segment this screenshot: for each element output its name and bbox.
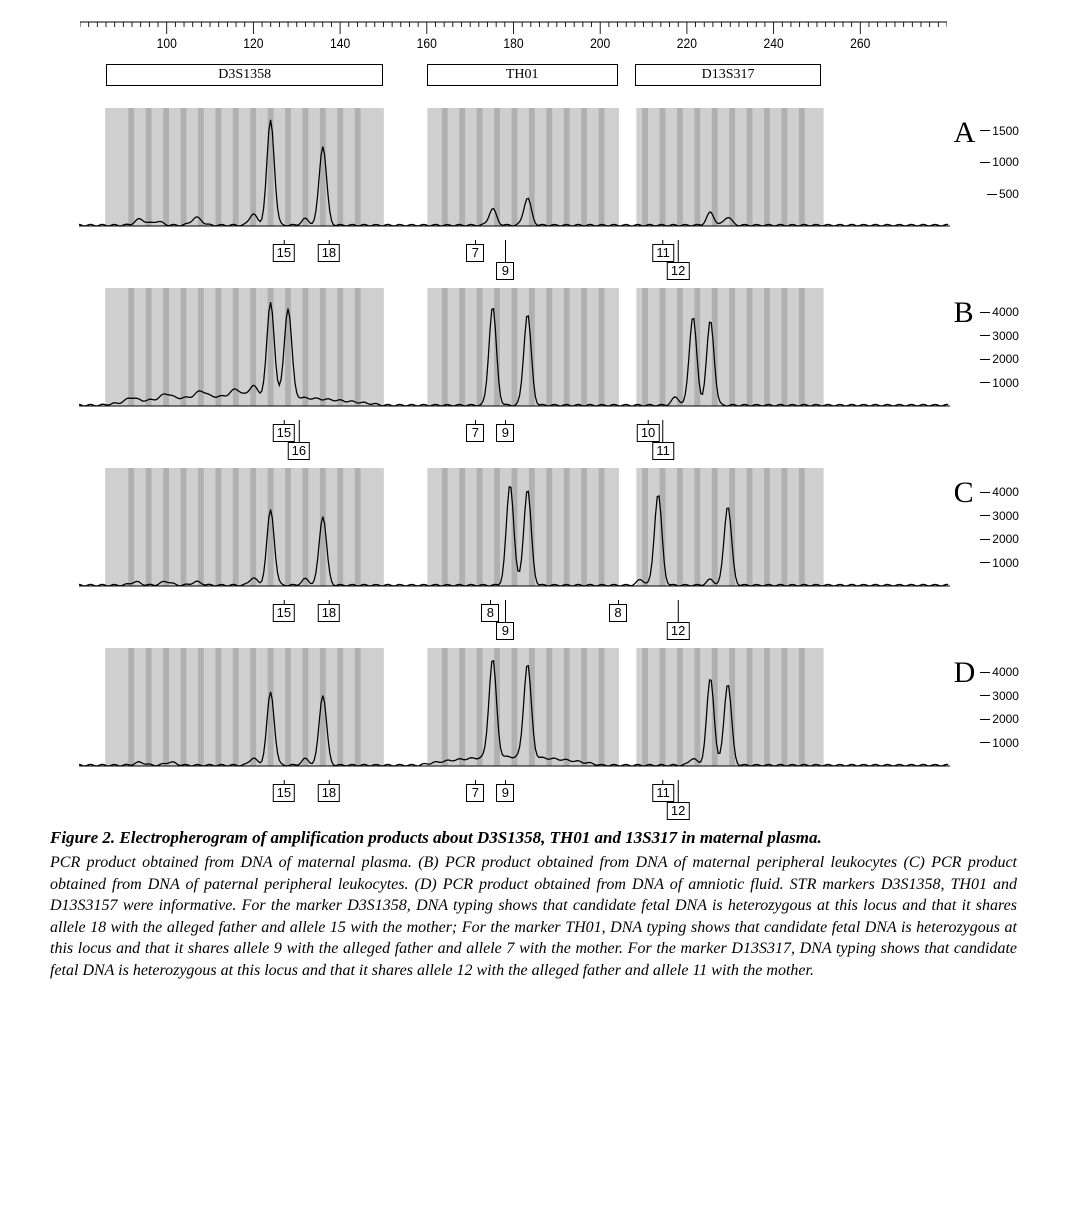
x-axis-ruler: 100 120 140 160 180 200 220 240 260	[80, 20, 947, 60]
electropherogram-panel: 151889812C4000300020001000	[40, 468, 1027, 598]
allele-label: 11	[652, 420, 674, 460]
allele-label: 15	[273, 600, 295, 622]
y-tick-label: 500	[999, 187, 1019, 201]
y-tick-label: 2000	[992, 352, 1019, 366]
panel-plot	[79, 468, 950, 598]
allele-value: 8	[609, 604, 627, 622]
svg-text:100: 100	[157, 35, 177, 51]
panel-plot	[79, 288, 950, 418]
locus-label: D13S317	[635, 64, 821, 86]
caption-title: Figure 2. Electropherogram of amplificat…	[50, 828, 1017, 848]
allele-value: 7	[466, 244, 484, 262]
y-tick-label: 3000	[992, 689, 1019, 703]
locus-label: D3S1358	[106, 64, 383, 86]
allele-labels: 1516791011	[119, 420, 870, 470]
figure-caption: Figure 2. Electropherogram of amplificat…	[40, 828, 1027, 982]
panel-right-gutter: B4000300020001000	[950, 288, 1027, 418]
allele-value: 12	[667, 622, 689, 640]
svg-text:120: 120	[243, 35, 263, 51]
allele-value: 15	[273, 604, 295, 622]
allele-label: 9	[496, 420, 514, 442]
electropherogram-panel: 1516791011B4000300020001000	[40, 288, 1027, 418]
allele-label: 8	[609, 600, 627, 622]
allele-label: 7	[466, 420, 484, 442]
allele-label: 16	[288, 420, 310, 460]
electropherogram-panel: 1518791112A15001000500	[40, 108, 1027, 238]
svg-text:200: 200	[590, 35, 610, 51]
y-axis-ticks: 4000 3000 2000 1000	[959, 648, 1019, 778]
y-tick-label: 4000	[992, 665, 1019, 679]
allele-label: 7	[466, 240, 484, 262]
y-tick-label: 1000	[992, 155, 1019, 169]
svg-text:160: 160	[417, 35, 437, 51]
allele-value: 15	[273, 784, 295, 802]
svg-text:220: 220	[677, 35, 697, 51]
allele-value: 9	[496, 784, 514, 802]
y-axis-ticks: 1500 1000 500	[959, 108, 1019, 238]
allele-labels: 151889812	[119, 600, 870, 650]
allele-value: 16	[288, 442, 310, 460]
y-axis-ticks: 4000 3000 2000 1000	[959, 288, 1019, 418]
allele-label: 9	[496, 240, 514, 280]
allele-value: 7	[466, 784, 484, 802]
figure-wrap: 100120140160180200220240260 D3S1358TH01D…	[40, 20, 1027, 982]
allele-value: 12	[667, 262, 689, 280]
allele-value: 9	[496, 622, 514, 640]
allele-value: 18	[318, 244, 340, 262]
y-tick-label: 2000	[992, 532, 1019, 546]
allele-label: 15	[273, 240, 295, 262]
y-tick-label: 3000	[992, 509, 1019, 523]
panel-right-gutter: D4000300020001000	[950, 648, 1027, 778]
y-axis-ticks: 4000 3000 2000 1000	[959, 468, 1019, 598]
allele-value: 9	[496, 424, 514, 442]
locus-label-row: D3S1358 TH01 D13S317	[80, 64, 947, 90]
allele-label: 12	[667, 780, 689, 820]
allele-label: 18	[318, 780, 340, 802]
allele-label: 9	[496, 600, 514, 640]
y-tick-label: 4000	[992, 305, 1019, 319]
caption-body: PCR product obtained from DNA of materna…	[50, 852, 1017, 982]
panel-right-gutter: A15001000500	[950, 108, 1027, 238]
allele-label: 18	[318, 240, 340, 262]
y-tick-label: 1000	[992, 376, 1019, 390]
allele-label: 7	[466, 780, 484, 802]
allele-value: 9	[496, 262, 514, 280]
svg-text:260: 260	[850, 35, 870, 51]
allele-value: 18	[318, 784, 340, 802]
svg-text:140: 140	[330, 35, 350, 51]
y-tick-label: 4000	[992, 485, 1019, 499]
allele-labels: 1518791112	[119, 240, 870, 290]
panel-plot	[79, 108, 950, 238]
allele-value: 12	[667, 802, 689, 820]
allele-value: 11	[652, 442, 674, 460]
locus-label: TH01	[427, 64, 618, 86]
allele-label: 12	[667, 600, 689, 640]
panel-right-gutter: C4000300020001000	[950, 468, 1027, 598]
y-tick-label: 1000	[992, 556, 1019, 570]
y-tick-label: 1500	[992, 124, 1019, 138]
svg-text:180: 180	[503, 35, 523, 51]
allele-value: 7	[466, 424, 484, 442]
y-tick-label: 3000	[992, 329, 1019, 343]
allele-labels: 1518791112	[119, 780, 870, 830]
svg-text:240: 240	[763, 35, 783, 51]
y-tick-label: 1000	[992, 736, 1019, 750]
panel-plot	[79, 648, 950, 778]
y-tick-label: 2000	[992, 712, 1019, 726]
allele-value: 18	[318, 604, 340, 622]
allele-label: 12	[667, 240, 689, 280]
allele-label: 15	[273, 780, 295, 802]
electropherogram-panel: 1518791112D4000300020001000	[40, 648, 1027, 778]
allele-label: 9	[496, 780, 514, 802]
allele-label: 18	[318, 600, 340, 622]
allele-value: 15	[273, 244, 295, 262]
electropherogram-panels: 1518791112A150010005001516791011B4000300…	[40, 108, 1027, 778]
